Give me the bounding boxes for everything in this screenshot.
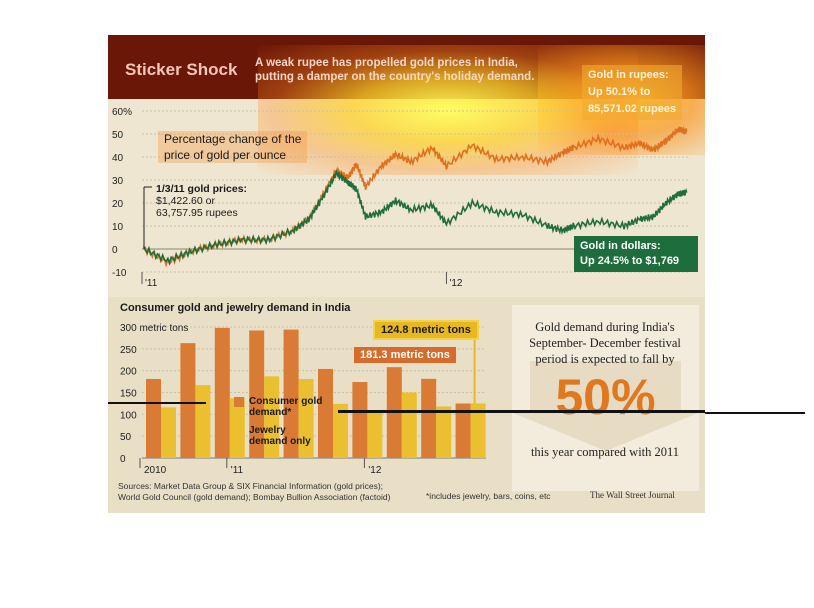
legend-consumer-line-2: demand*	[249, 407, 292, 418]
factoid-line-1: Gold demand during India's	[535, 320, 675, 334]
infographic: Sticker Shock A weak rupee has propelled…	[108, 35, 705, 513]
y-tick-label: 20	[112, 199, 124, 210]
ink-stroke	[108, 402, 206, 404]
factoid-line-3: period is expected to fall by	[535, 352, 675, 366]
factoid-line-2: September- December festival	[529, 336, 681, 350]
legend-swatch-jewelry	[234, 426, 244, 436]
y-tick-label: -10	[112, 268, 127, 279]
legend-jewelry-line-1: Jewelry	[249, 425, 286, 436]
y-tick-label: 0	[112, 245, 118, 256]
dollar-callout: Gold in dollars: Up 24.5% to $1,769	[574, 236, 698, 272]
factoid-arrow	[513, 361, 698, 451]
x-tick-label: 2010	[144, 465, 167, 476]
x-tick-label: '11	[145, 278, 158, 289]
bar-consumer	[283, 329, 299, 458]
y-tick-label: 60%	[112, 107, 132, 118]
percentage-change-line-1: Percentage change of the	[164, 132, 302, 146]
subtitle-line-2: putting a damper on the country's holida…	[255, 71, 535, 83]
bar-consumer	[214, 327, 230, 458]
rupee-callout: Gold in rupees: Up 50.1% to 85,571.02 ru…	[582, 65, 683, 120]
bar-label-124-8: 124.8 metric tons	[373, 320, 479, 340]
y-tick-label: 10	[112, 222, 124, 233]
start-price-rupees: 63,757.95 rupees	[156, 207, 238, 219]
legend-consumer-line-1: Consumer gold	[249, 396, 323, 407]
rupee-callout-line-2: Up 50.1% to	[588, 86, 651, 98]
bar-label-181-3: 181.3 metric tons	[354, 347, 456, 363]
y-tick-label: 150	[120, 389, 137, 400]
demand-bar-chart: 300 metric tons 250 200 150 100 50 0 2010 '11 '12	[120, 323, 486, 476]
bar-consumer	[455, 403, 471, 458]
y-tick-label: 250	[120, 345, 137, 356]
rupee-callout-line-3: 85,571.02 rupees	[588, 103, 677, 115]
bar-jewelry	[401, 392, 417, 458]
bar-consumer	[146, 378, 161, 458]
price-line-chart: 60% 50 40 30 20 10 0 -10 '11 '12	[112, 107, 690, 289]
bar-consumer	[352, 382, 368, 458]
x-tick-label: '12	[368, 465, 381, 476]
rupee-callout-line-1: Gold in rupees:	[588, 69, 669, 81]
sources-line-2: World Gold Council (gold demand); Bombay…	[118, 492, 391, 502]
publisher-credit: The Wall Street Journal	[590, 490, 675, 500]
factoid-bottom: this year compared with 2011	[530, 445, 680, 459]
start-price-title: 1/3/11 gold prices:	[156, 183, 248, 195]
dollar-callout-line-2: Up 24.5% to $1,769	[580, 255, 680, 267]
legend-consumer: Consumer gold demand*	[249, 396, 322, 418]
bar-jewelry	[333, 403, 348, 458]
y-tick-label: 0	[120, 454, 126, 465]
legend-jewelry-line-2: demand only	[249, 436, 311, 447]
sources: Sources: Market Data Group & SIX Financi…	[118, 481, 390, 503]
bar-jewelry	[298, 378, 314, 458]
subtitle-line-1: A weak rupee has propelled gold prices i…	[255, 57, 518, 69]
bar-jewelry	[264, 376, 280, 458]
y-tick-label: 40	[112, 153, 124, 164]
y-tick-label: 200	[120, 367, 137, 378]
bar-consumer	[249, 330, 265, 458]
bar-jewelry	[195, 385, 211, 458]
factoid-number: 50%	[555, 369, 656, 425]
bar-consumer	[421, 378, 437, 458]
bar-consumer	[180, 343, 196, 458]
ink-stroke	[705, 412, 805, 414]
start-price-label: 1/3/11 gold prices: $1,422.60 or 63,757.…	[156, 183, 247, 219]
dollar-line	[142, 170, 688, 266]
start-price-dollars: $1,422.60 or	[156, 195, 215, 207]
percentage-change-line-2: price of gold per ounce	[164, 148, 287, 162]
y-tick-label: 300 metric tons	[120, 323, 188, 334]
bar-jewelry	[470, 403, 486, 458]
legend-swatch-consumer	[234, 397, 244, 407]
sources-line-1: Sources: Market Data Group & SIX Financi…	[118, 481, 384, 491]
chart-title: Sticker Shock	[125, 60, 238, 79]
dollar-callout-line-1: Gold in dollars:	[580, 240, 661, 252]
demand-chart-title: Consumer gold and jewelry demand in Indi…	[120, 302, 351, 314]
y-tick-label: 50	[120, 432, 132, 443]
ink-stroke	[338, 410, 705, 413]
y-tick-label: 50	[112, 130, 124, 141]
bar-consumer	[318, 368, 333, 458]
bar-jewelry	[161, 407, 176, 458]
highlight-glow	[258, 45, 638, 175]
footnote: *includes jewelry, bars, coins, etc	[426, 491, 551, 501]
bar-jewelry	[436, 406, 452, 458]
x-tick-label: '11	[231, 465, 244, 476]
percentage-change-label: Percentage change of the price of gold p…	[158, 131, 308, 163]
y-tick-label: 30	[112, 176, 124, 187]
bar-jewelry	[367, 412, 383, 458]
x-tick-label: '12	[449, 278, 462, 289]
legend-jewelry: Jewelry demand only	[249, 425, 311, 447]
y-tick-label: 100	[120, 410, 137, 421]
